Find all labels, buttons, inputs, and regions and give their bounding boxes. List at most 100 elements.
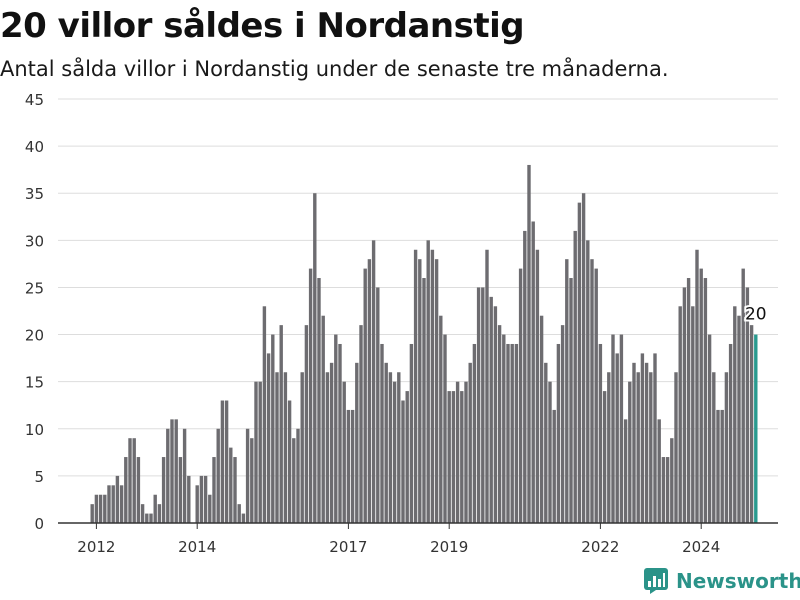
chart-logo-icon [644, 568, 668, 594]
bar [481, 287, 485, 523]
bar [552, 409, 556, 523]
bar [346, 409, 351, 523]
bar [695, 249, 699, 523]
bar [304, 325, 309, 523]
x-tick-label: 2017 [329, 538, 367, 556]
bar [195, 485, 199, 523]
x-tick-label: 2019 [430, 538, 468, 556]
bar [468, 362, 472, 523]
bar [287, 400, 292, 523]
bar [283, 372, 288, 523]
bar [258, 381, 262, 523]
bar [203, 475, 208, 523]
bar [506, 343, 510, 523]
y-tick-label: 40 [25, 138, 44, 156]
bar [628, 381, 632, 523]
bar [581, 193, 586, 523]
bar [367, 259, 372, 523]
bar [376, 287, 380, 523]
bar [636, 372, 640, 523]
bar [275, 372, 279, 523]
bar [699, 268, 703, 523]
bar [602, 391, 607, 523]
bar [703, 278, 708, 523]
bar [296, 428, 300, 523]
bar [615, 353, 619, 523]
bar [359, 325, 363, 523]
bar [594, 268, 598, 523]
bar [586, 240, 590, 524]
bar [224, 400, 229, 523]
bar [443, 334, 447, 523]
bar [518, 268, 523, 523]
bar [325, 372, 330, 523]
bar [388, 372, 393, 523]
bar [401, 400, 405, 523]
y-tick-label: 45 [25, 91, 44, 109]
bar [199, 475, 204, 523]
bar [682, 287, 687, 523]
bar [686, 278, 691, 523]
bar [329, 362, 334, 523]
bar [724, 372, 729, 523]
bar [733, 306, 737, 523]
bar [128, 438, 132, 523]
bar [384, 362, 388, 523]
bar [153, 494, 157, 523]
bar [464, 381, 468, 523]
bar [140, 504, 145, 523]
bar [245, 428, 250, 523]
bar [560, 325, 565, 523]
bar [447, 391, 451, 523]
bar [279, 325, 283, 523]
bar [237, 504, 241, 523]
bar [548, 381, 552, 523]
bar [430, 249, 435, 523]
bar [313, 193, 317, 523]
bar [422, 278, 426, 523]
bar [300, 372, 304, 523]
bar [212, 457, 216, 523]
bar [611, 334, 615, 523]
bar [535, 249, 540, 523]
bar [149, 513, 153, 523]
bar [623, 419, 628, 523]
bar [653, 353, 657, 523]
bar [161, 457, 166, 523]
bar [107, 485, 111, 523]
bar [678, 306, 682, 523]
bar [426, 240, 430, 524]
bar [418, 259, 422, 523]
bar [451, 391, 456, 523]
bar [145, 513, 149, 523]
bar [254, 381, 258, 523]
bar [674, 372, 678, 523]
bar [531, 221, 535, 523]
bar [342, 381, 346, 523]
newsworthy-brand: Newsworthy [644, 568, 800, 594]
bar [707, 334, 712, 523]
bar [338, 343, 342, 523]
bar [371, 240, 376, 524]
bar [510, 343, 514, 523]
y-tick-label: 0 [34, 515, 44, 533]
bar [632, 362, 636, 523]
bar [489, 296, 493, 523]
chart-subtitle: Antal sålda villor i Nordanstig under de… [0, 57, 669, 81]
bar [363, 268, 367, 523]
bar [556, 343, 561, 523]
bar [502, 334, 506, 523]
bar [317, 278, 321, 523]
bar [523, 230, 527, 523]
bar [233, 457, 237, 523]
y-tick-label: 10 [25, 421, 44, 439]
bar [439, 315, 443, 523]
bar [661, 457, 666, 523]
bar [569, 278, 573, 523]
bar [607, 372, 611, 523]
bar [124, 457, 128, 523]
bar [334, 334, 338, 523]
bar [98, 494, 103, 523]
bar [397, 372, 401, 523]
bar [649, 372, 653, 523]
